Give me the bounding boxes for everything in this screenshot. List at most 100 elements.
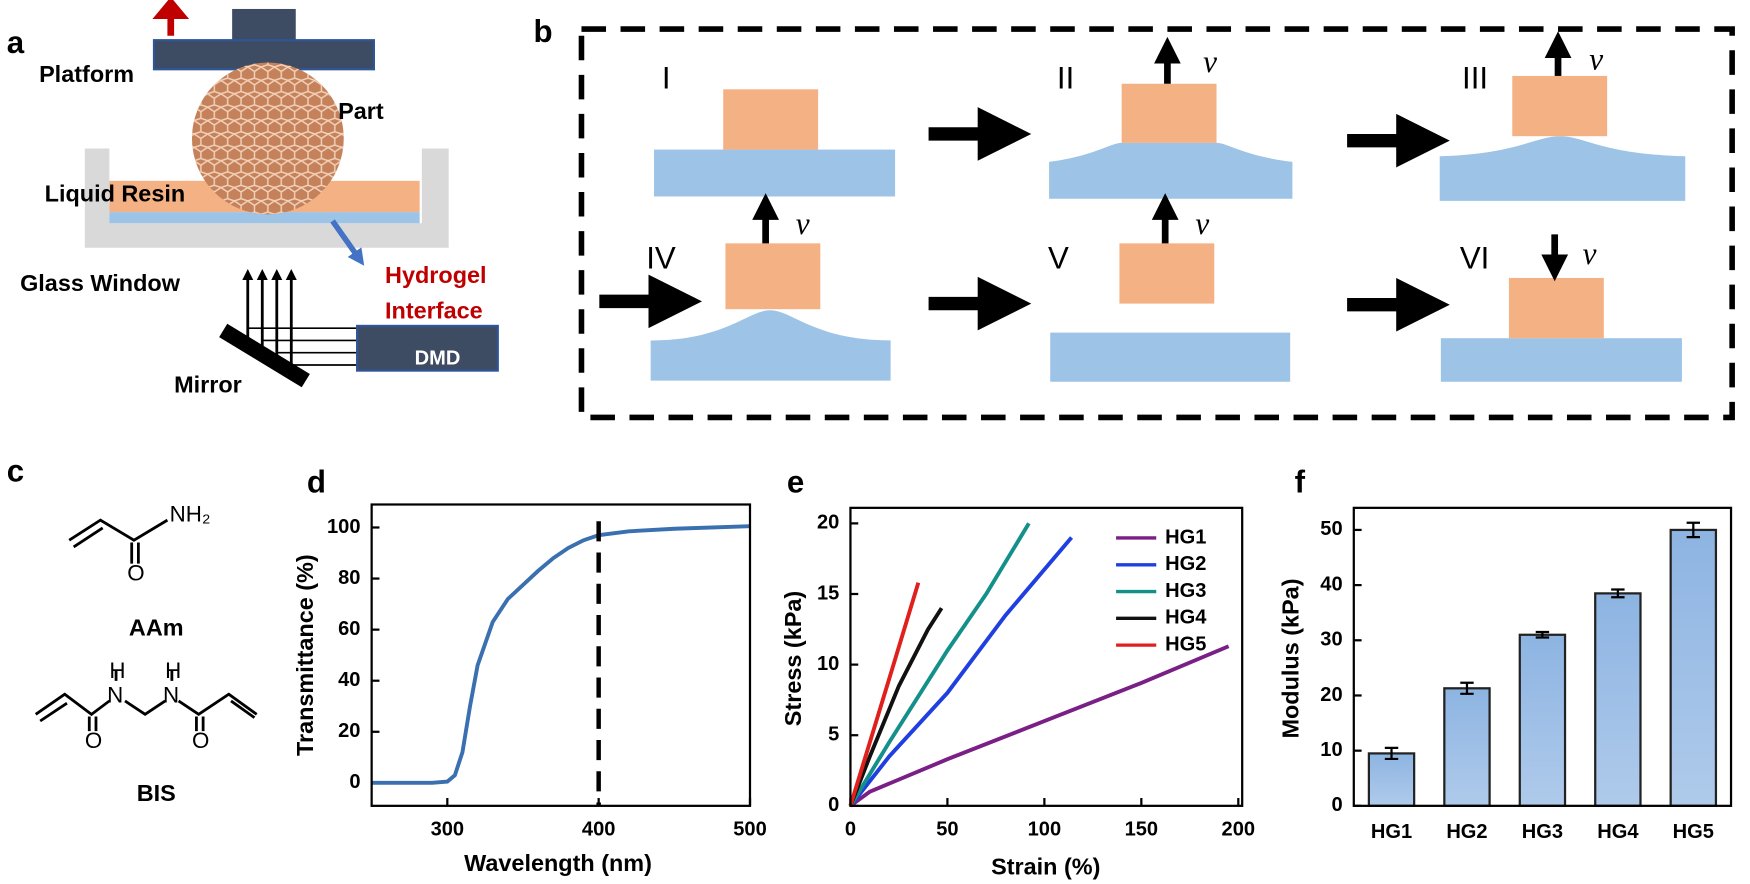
y-tick-label: 20	[1320, 684, 1342, 706]
y-tick-label: 30	[1320, 629, 1342, 651]
bar	[1594, 592, 1642, 807]
structure	[34, 518, 258, 732]
data-line	[848, 607, 944, 807]
stage-label: III	[1462, 61, 1488, 96]
error-bar	[1535, 630, 1550, 639]
interface-layer	[109, 212, 420, 224]
legend-label: HG1	[1165, 526, 1206, 548]
x-tick-label: 50	[936, 819, 958, 841]
error-bar	[1384, 746, 1399, 761]
x-axis-label: Wavelength (nm)	[464, 850, 652, 876]
y-tick-label: 10	[1320, 739, 1342, 761]
x-tick-label: HG1	[1371, 821, 1412, 843]
error-bar	[1460, 681, 1474, 695]
y-tick-label: 0	[349, 771, 360, 793]
label: Platform	[39, 61, 134, 87]
panel-label: e	[787, 465, 804, 500]
y-tick-label: 0	[828, 794, 839, 816]
data-line	[848, 536, 1074, 808]
y-tick-label: 20	[338, 720, 360, 742]
bar	[1518, 633, 1567, 807]
x-tick-label: 150	[1125, 819, 1159, 841]
bar	[1443, 687, 1491, 807]
legend-label: HG4	[1165, 607, 1207, 629]
label: Mirror	[174, 371, 242, 397]
panel-a: a Platform Part Liquid Resin Glass Windo…	[7, 0, 499, 397]
y-axis-label: Stress (kPa)	[780, 591, 806, 726]
platform-stem	[232, 8, 296, 43]
substrates	[650, 136, 1686, 382]
x-tick-label: 500	[733, 819, 767, 841]
x-tick-label: HG2	[1446, 821, 1487, 843]
up-arrow	[152, 0, 190, 36]
plot-frame	[1352, 506, 1733, 807]
x-tick-label: HG5	[1673, 821, 1714, 843]
bar	[1367, 752, 1416, 807]
label: DMD	[415, 348, 461, 370]
y-axis-label: Transmittance (%)	[292, 554, 318, 756]
x-tick-label: 0	[845, 819, 856, 841]
y-tick-label: 60	[338, 618, 360, 640]
vat	[84, 148, 449, 248]
data-line	[848, 522, 1031, 807]
x-tick-label: HG3	[1522, 821, 1563, 843]
velocity: v	[1589, 42, 1603, 77]
atom: NH₂	[170, 502, 211, 527]
dmd	[356, 324, 499, 372]
x-tick-label: 200	[1222, 819, 1256, 841]
legend-label: HG3	[1165, 580, 1206, 602]
error-bar	[1611, 588, 1625, 599]
frame	[578, 26, 1735, 421]
velocity: v	[1203, 44, 1217, 79]
mirror	[219, 323, 310, 388]
data-line	[848, 582, 921, 807]
light-rays	[242, 269, 358, 367]
stage-label: VI	[1460, 240, 1490, 275]
x-tick-label: HG4	[1597, 821, 1639, 843]
label: Hydrogel	[385, 262, 487, 288]
atom: O	[192, 728, 209, 753]
panel-label: b	[533, 14, 552, 49]
label: Liquid Resin	[45, 181, 186, 207]
y-tick-label: 10	[817, 653, 839, 675]
plot-frame	[849, 506, 1244, 807]
legend-label: HG5	[1165, 633, 1206, 655]
atom: N	[107, 682, 123, 707]
bar	[1669, 528, 1718, 807]
atom: H	[109, 658, 125, 683]
panel-label: d	[307, 465, 326, 500]
stage-label: II	[1057, 61, 1074, 96]
data-line	[371, 524, 751, 785]
x-axis-label: Strain (%)	[991, 854, 1100, 880]
label: Glass Window	[20, 270, 181, 296]
panel-label: a	[7, 25, 25, 60]
stage-label: V	[1048, 240, 1069, 275]
atom: O	[127, 561, 144, 586]
stage-label: I	[662, 61, 671, 96]
y-tick-label: 50	[1320, 518, 1342, 540]
velocity: v	[1195, 206, 1209, 241]
y-tick-label: 20	[817, 512, 839, 534]
error-bar	[1686, 521, 1700, 539]
label: Part	[338, 98, 384, 124]
panel-label: f	[1295, 465, 1306, 500]
atom: H	[165, 658, 181, 683]
y-tick-label: 15	[817, 582, 839, 604]
atom: N	[163, 682, 179, 707]
y-tick-label: 80	[338, 567, 360, 589]
pointer	[330, 219, 365, 266]
x-tick-label: 400	[582, 819, 616, 841]
x-tick-label: 300	[431, 819, 465, 841]
panel-b: b I II v III v IV v V v VI v	[533, 14, 1735, 421]
y-tick-label: 100	[327, 516, 360, 538]
velocity: v	[1583, 236, 1597, 271]
arrows	[599, 31, 1572, 332]
velocity: v	[796, 206, 810, 241]
plot-frame	[370, 503, 752, 807]
blocks	[723, 75, 1608, 339]
panel-c: c NH₂ O AAm H H N N O O BIS	[7, 453, 258, 806]
molecule-name: AAm	[129, 615, 184, 641]
atom: O	[85, 728, 102, 753]
data-line	[849, 644, 1230, 808]
